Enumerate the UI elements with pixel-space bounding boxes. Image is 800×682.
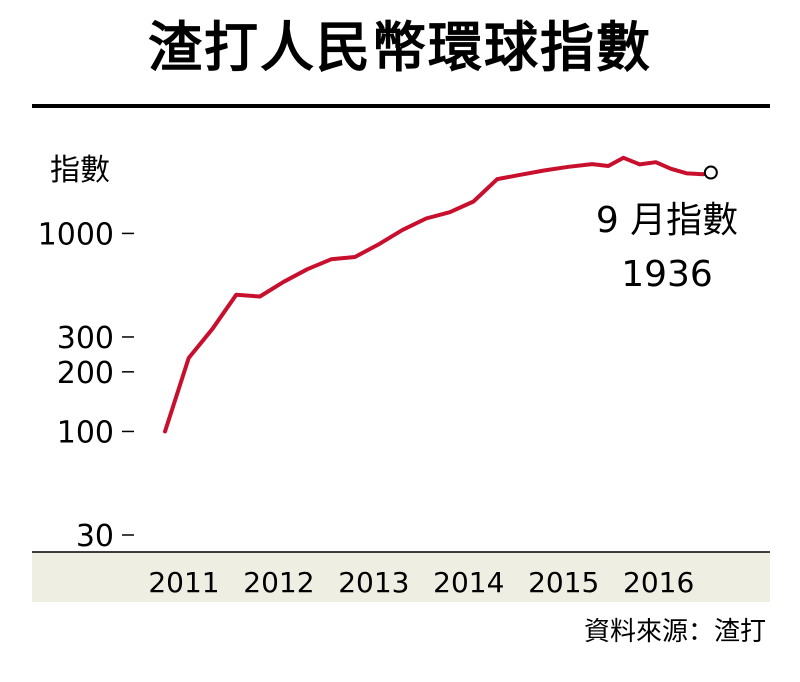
- end-point-marker: [703, 165, 718, 180]
- series-line: [163, 155, 713, 434]
- series-group: [163, 155, 718, 434]
- x-axis-band: [32, 552, 770, 602]
- title-divider: [32, 104, 770, 108]
- y-tick-label: 30: [76, 519, 114, 554]
- annotation: 9 月指數 1936: [596, 200, 738, 295]
- y-tick-label: 200: [57, 356, 114, 391]
- y-tick-label: 1000: [38, 217, 114, 252]
- x-tick-label: 2013: [338, 566, 409, 599]
- x-tick-label: 2015: [528, 566, 599, 599]
- x-tick-label: 2012: [243, 566, 314, 599]
- y-tick-label: 100: [57, 415, 114, 450]
- source-note: 資料來源：渣打: [583, 617, 766, 647]
- y-tick-label: 300: [57, 321, 114, 356]
- annotation-label: 9 月指數: [596, 200, 738, 241]
- y-axis-label: 指數: [50, 153, 110, 188]
- x-axis: 2011 2012 2013 2014 2015 2016: [148, 566, 694, 599]
- annotation-value: 1936: [621, 254, 713, 295]
- x-tick-label: 2014: [433, 566, 504, 599]
- x-tick-label: 2016: [623, 566, 694, 599]
- chart-title: 渣打人民幣環球指數: [148, 15, 652, 79]
- x-tick-label: 2011: [148, 566, 219, 599]
